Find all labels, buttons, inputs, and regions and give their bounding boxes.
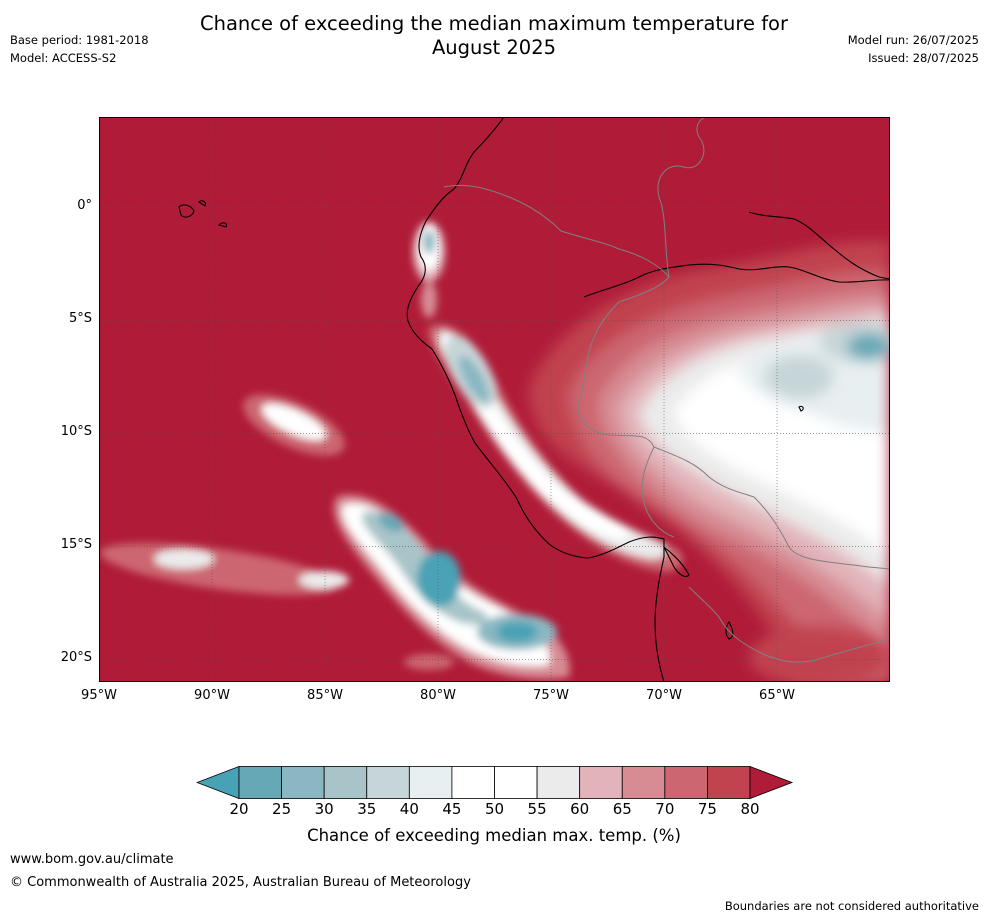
model-name: Model: ACCESS-S2 [10,51,117,65]
footer-note: Boundaries are not considered authoritat… [724,899,979,913]
meta-left: Base period: 1981-2018 Model: ACCESS-S2 [10,31,149,67]
ecuador-coastal-spot [413,222,445,318]
lon-tick-label: 75°W [533,688,569,703]
map-title: Chance of exceeding the median maximum t… [150,12,838,60]
colorbar-segment [451,766,495,799]
inland-core-25 [847,333,890,361]
colorbar-tick-label: 60 [570,800,590,818]
lat-tick-label: 5°S [68,311,92,327]
colorbar-tick-label: 55 [527,800,547,818]
lon-tick-label: 65°W [759,688,795,703]
colorbar-segment [707,766,751,799]
colorbar-tick-label: 20 [229,800,249,818]
colorbar-tick-label: 70 [655,800,675,818]
lon-tick-label: 80°W [420,688,456,703]
colorbar-tick-label: 80 [740,800,760,818]
map-border [99,117,890,682]
colorbar-tick-label: 65 [612,800,632,818]
colorbar-segment [238,766,282,799]
model-run: Model run: 26/07/2025 [847,33,979,47]
colorbar-segment [408,766,453,799]
map-title-line-1: Chance of exceeding the median maximum t… [199,12,789,35]
colorbar-label: Chance of exceeding median max. temp. (%… [307,826,681,845]
colorbar-under-arrow [196,766,240,800]
lat-tick-label: 0° [77,198,92,214]
base-period: Base period: 1981-2018 [10,33,149,47]
colorbar-segment [621,766,666,799]
map-panel [99,117,890,682]
issued-date: Issued: 28/07/2025 [868,51,979,65]
colorbar-tick-label: 40 [399,800,419,818]
colorbar-segment [366,766,410,799]
colorbar-segment [579,766,623,799]
map-title-line-2: August 2025 [431,36,557,59]
colorbar-tick-label: 35 [357,800,377,818]
footer-url: www.bom.gov.au/climate [10,852,174,867]
colorbar-segment [664,766,708,799]
colorbar-tick-label: 50 [484,800,505,818]
colorbar-segment [536,766,581,799]
lon-tick-label: 95°W [81,688,117,703]
graticule [99,117,890,682]
lon-tick-label: 70°W [646,688,682,703]
meta-right: Model run: 26/07/2025 Issued: 28/07/2025 [848,31,979,67]
forecast-map [99,117,890,682]
ocean-anomalies [100,394,570,679]
lat-tick-label: 15°S [60,537,92,553]
colorbar [196,766,794,800]
lon-tick-label: 90°W [194,688,230,703]
colorbar-segment [323,766,368,799]
inland-anomaly-region [529,241,890,682]
coastline [178,117,890,682]
colorbar-segment [494,766,538,799]
peru-coastal-band [428,324,683,572]
lat-tick-label: 20°S [60,650,92,666]
colorbar-tick-label: 45 [442,800,462,818]
colorbar-tick-label: 25 [272,800,292,818]
colorbar-tick-label: 30 [314,800,334,818]
southeast-heat [749,627,889,682]
colorbar-over-arrow [749,766,794,800]
lat-tick-label: 10°S [60,424,92,440]
colorbar-segment [281,766,325,799]
colorbar-tick-label: 75 [697,800,717,818]
inland-core-40 [764,355,834,399]
lon-tick-label: 85°W [307,688,343,703]
footer-copyright: © Commonwealth of Australia 2025, Austra… [10,875,471,890]
country-borders [443,117,890,663]
